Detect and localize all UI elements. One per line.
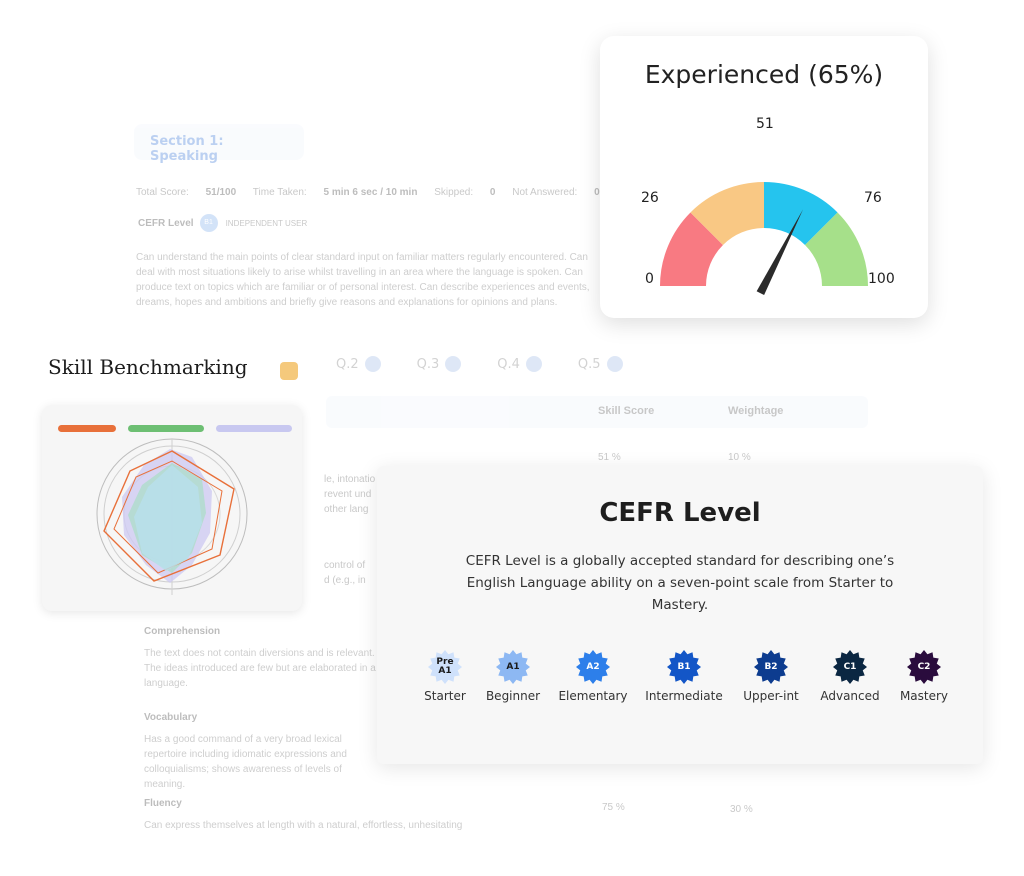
check-icon [445,356,462,372]
gauge-tick-51: 51 [756,116,774,132]
question-tabs: Q.2 Q.3 Q.4 Q.5 [336,356,623,372]
row1-weight: 10 % [728,452,751,463]
fluency-text: Can express themselves at length with a … [144,820,463,831]
time-taken: 5 min 6 sec / 10 min [323,187,418,198]
text-fragment: other lang [324,504,369,515]
check-icon [364,356,381,372]
radar-chart [96,438,248,595]
gauge-card: Experienced (65%) 0 26 51 76 100 [600,36,928,318]
tab-q3[interactable]: Q.3 [417,356,462,372]
text-fragment: revent und [324,489,372,500]
radar-series-orange-inner [113,460,223,574]
comprehension-heading: Comprehension [144,626,221,637]
cefr-level-intermediate: B1 Intermediate [636,650,732,703]
tab-q4[interactable]: Q.4 [497,356,542,372]
cefr-level-scale: Pre A1 Starter A1 Beginner A2 Elementary … [397,650,967,710]
vocabulary-heading: Vocabulary [144,712,198,723]
gauge-title: Experienced (65%) [644,60,884,89]
cefr-level-row: CEFR Level B1 INDEPENDENT USER [138,214,307,232]
total-score: 51/100 [205,187,237,198]
cefr-badge-icon: B1 [199,214,218,232]
cefr-level-elementary: A2 Elementary [545,650,641,703]
table-header: Skill Score Weightage [326,396,868,428]
gauge-tick-100: 100 [868,271,895,287]
gauge-segment-3 [805,212,868,286]
level-badge-icon [907,650,941,684]
gauge-chart [660,182,868,296]
radar-series-blue [134,465,202,571]
legend-bar-lavender [216,425,292,432]
radar-chart-card [42,405,302,611]
level-badge-icon [833,650,867,684]
cefr-level-beginner: A1 Beginner [465,650,561,703]
fluency-weight: 30 % [730,804,753,815]
vocabulary-text: Has a good command of a very broad lexic… [144,734,347,790]
tab-q2[interactable]: Q.2 [336,356,381,372]
check-icon [525,356,542,372]
cefr-card: CEFR Level CEFR Level is a globally acce… [377,466,983,764]
fluency-heading: Fluency [144,798,182,809]
gauge-segment-0 [660,212,723,286]
cefr-description: CEFR Level is a globally accepted standa… [465,553,895,613]
cefr-level-mastery: C2 Mastery [876,650,972,703]
level-badge-icon [428,650,462,684]
level-description: Can understand the main points of clear … [136,252,590,308]
check-icon [606,356,623,372]
level-badge-icon [667,650,701,684]
legend-swatch [280,362,298,380]
cefr-level-starter: Pre A1 Starter [397,650,493,703]
cefr-user-type: INDEPENDENT USER [225,218,308,228]
level-badge-icon [576,650,610,684]
fluency-score: 75 % [602,802,625,813]
gauge-tick-26: 26 [641,190,659,206]
radar-series-orange [103,450,235,582]
legend-bar-orange [58,425,116,432]
section-label[interactable]: Section 1: Speaking [134,124,304,164]
gauge-segment-1 [690,182,764,245]
row1-score: 51 % [598,452,621,463]
text-fragment: d (e.g., in [324,575,366,586]
gauge-tick-76: 76 [864,190,882,206]
comprehension-text: The text does not contain diversions and… [144,648,376,689]
legend-bar-green [128,425,204,432]
text-fragment: le, intonatio [324,474,376,485]
level-badge-icon [754,650,788,684]
cefr-title: CEFR Level [599,498,761,528]
cefr-level-upper-int: B2 Upper-int [723,650,819,703]
cefr-level-advanced: C1 Advanced [802,650,898,703]
tab-q5[interactable]: Q.5 [578,356,623,372]
gauge-needle [756,209,804,296]
skill-benchmarking-title: Skill Benchmarking [48,355,248,379]
score-stats: Total Score: 51/100 Time Taken: 5 min 6 … [136,187,600,198]
text-fragment: control of [324,560,366,571]
skipped-count: 0 [489,187,496,198]
level-badge-icon [496,650,530,684]
not-answered-count: 0 [594,187,600,198]
gauge-tick-0: 0 [645,271,654,287]
